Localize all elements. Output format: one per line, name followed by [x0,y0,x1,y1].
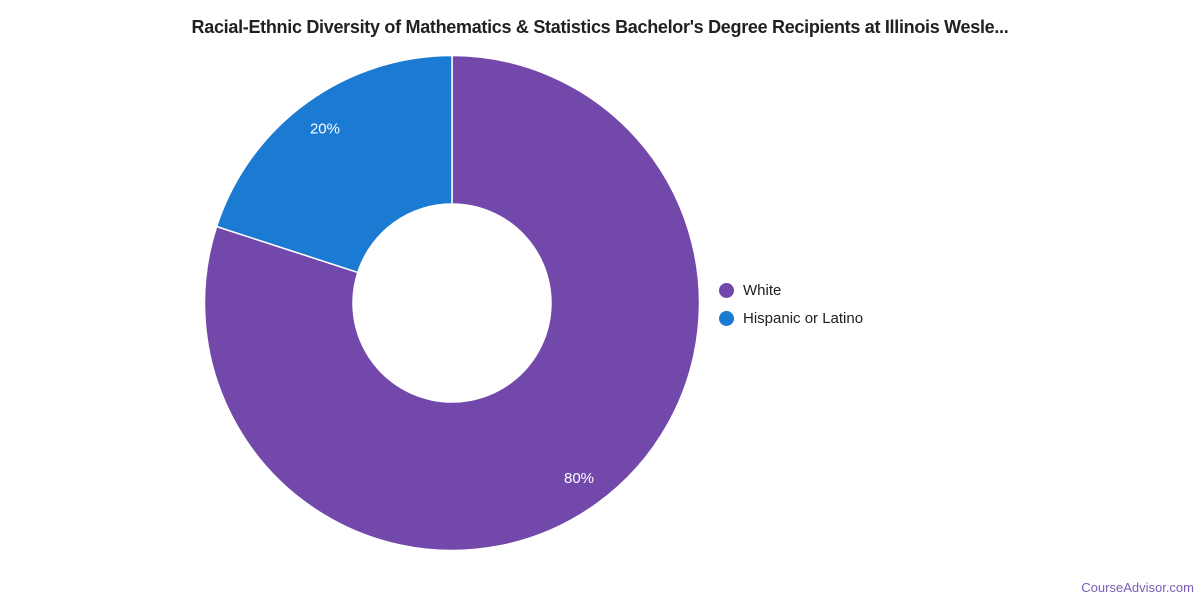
pie-slice-hispanic-or-latino [215,54,453,274]
legend-item-hispanic-or-latino[interactable]: Hispanic or Latino [719,304,863,332]
slice-percent-label: 80% [564,470,594,487]
legend-swatch-icon [719,310,734,326]
slice-percent-label: 20% [310,120,340,137]
legend-label: White [743,281,782,299]
pie-slice-white [203,54,701,552]
watermark-link[interactable]: CourseAdvisor.com [1081,580,1194,595]
legend-swatch-icon [719,282,734,298]
legend-item-white[interactable]: White [719,276,863,304]
legend-label: Hispanic or Latino [743,309,864,327]
chart-title: Racial-Ethnic Diversity of Mathematics &… [191,17,1009,37]
legend: White Hispanic or Latino [719,276,863,332]
